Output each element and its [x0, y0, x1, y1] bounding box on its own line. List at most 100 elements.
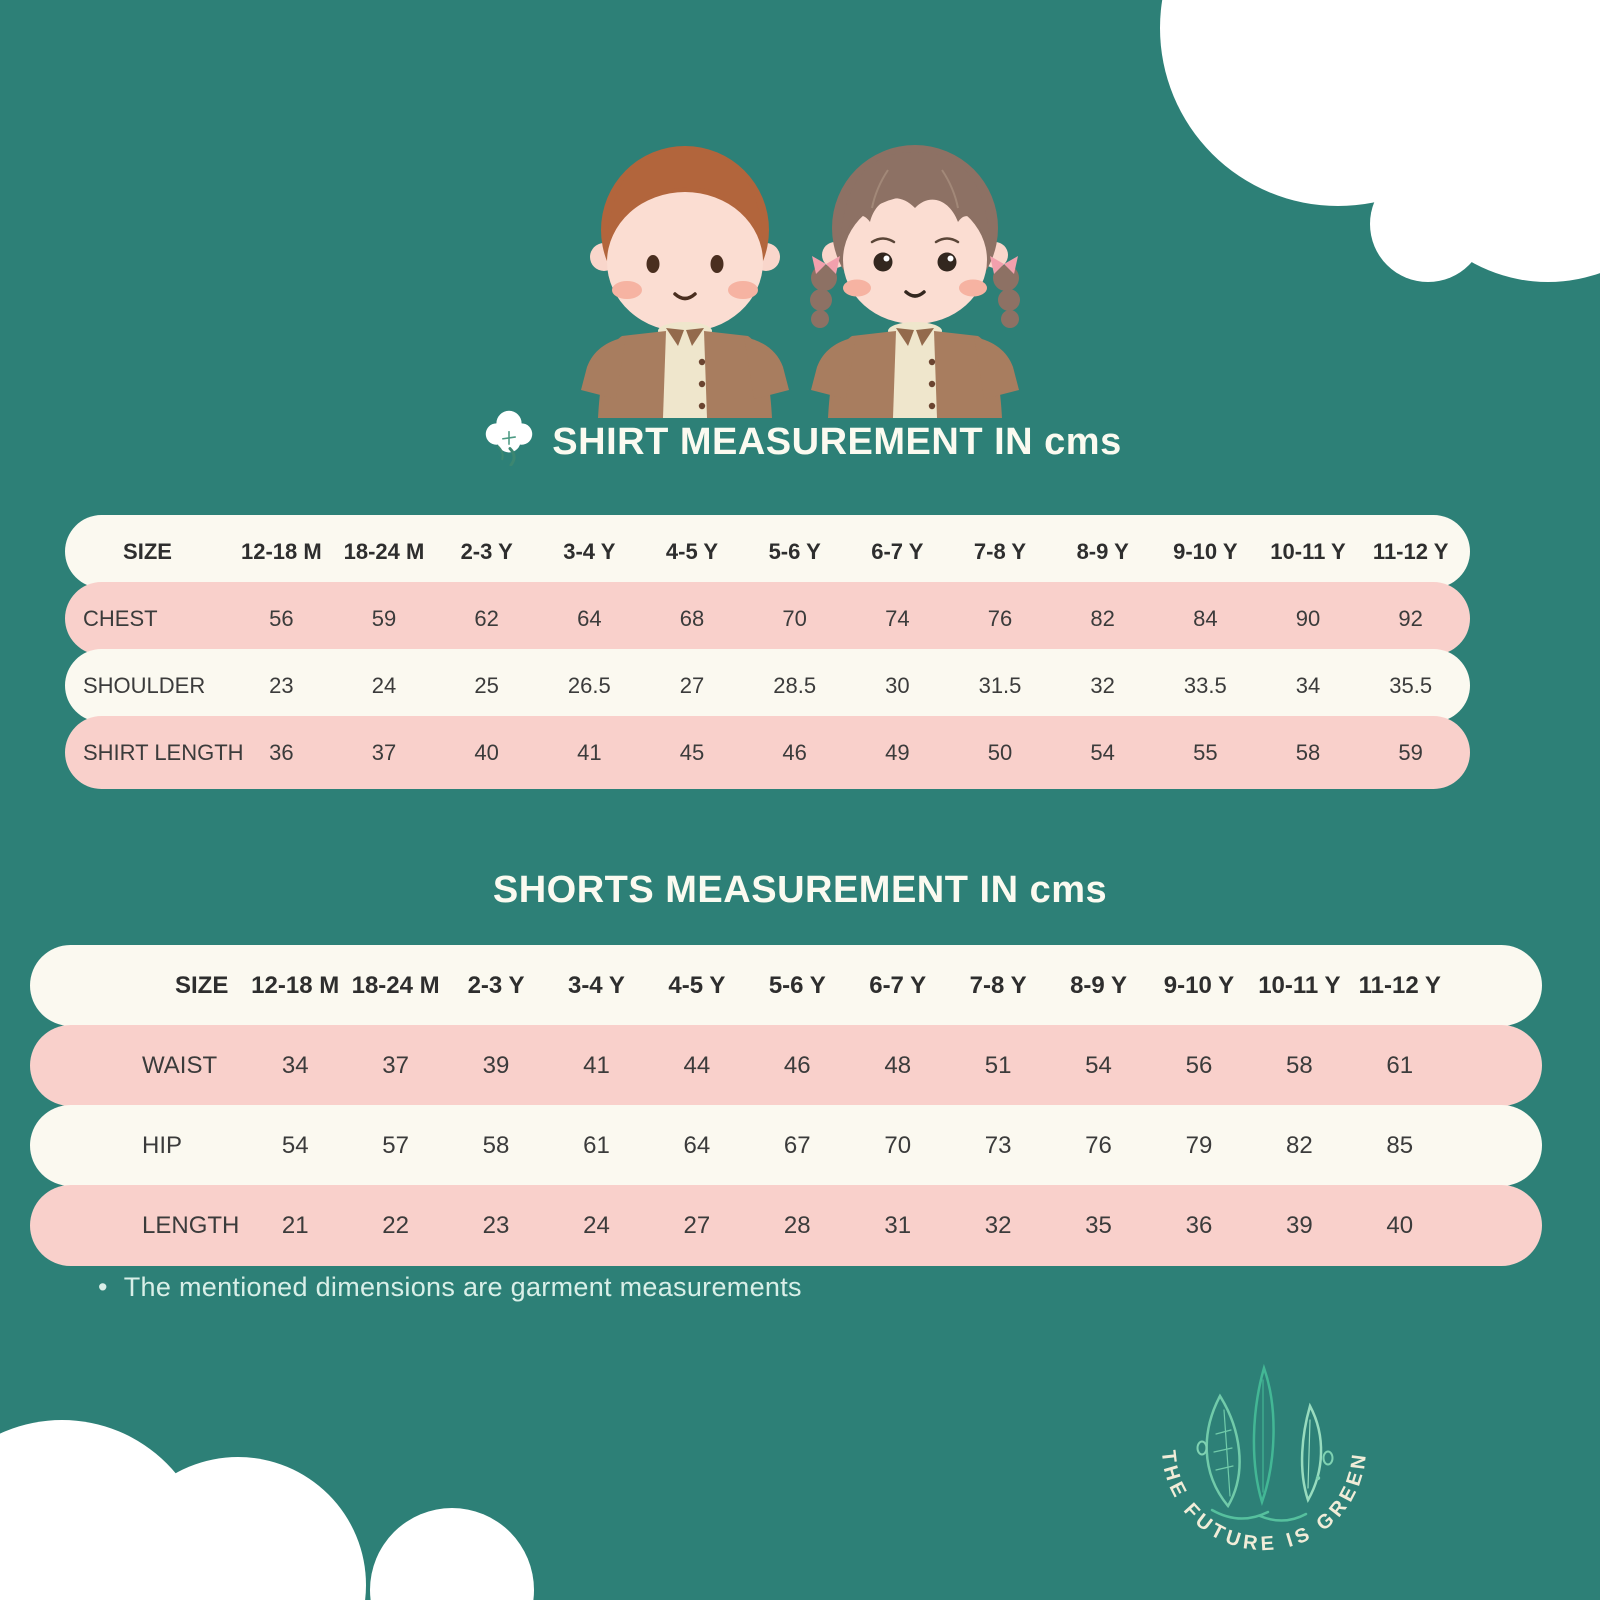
value-cell: 44	[683, 1051, 711, 1079]
column-header-cell: 6-7 Y	[871, 538, 924, 564]
brand-logo-text: THE FUTURE IS GREEN	[1157, 1449, 1367, 1555]
shirt-section-title: SHIRT MEASUREMENT IN cms	[0, 410, 1600, 466]
size-header-cell: SIZE	[175, 971, 229, 999]
table-row: CHEST 56 59 62 64 68 70 74 76 82 84 90 92	[65, 582, 1470, 655]
value-cell: 27	[683, 1211, 711, 1239]
value-cell: 22	[382, 1211, 409, 1239]
value-cell: 58	[482, 1131, 510, 1159]
value-cell: 74	[885, 605, 910, 631]
value-cell: 70	[782, 605, 807, 631]
size-header-cell: SIZE	[123, 538, 172, 564]
garment-note: • The mentioned dimensions are garment m…	[98, 1272, 802, 1303]
value-cell: 41	[583, 1051, 610, 1079]
shorts-section-title: SHORTS MEASUREMENT IN cms	[0, 869, 1600, 912]
kids-illustration	[581, 145, 1020, 418]
value-cell: 82	[1090, 605, 1115, 631]
girl-braid-left	[810, 256, 840, 328]
value-cell: 32	[984, 1211, 1012, 1239]
column-header-cell: 18-24 M	[343, 538, 425, 564]
value-cell: 39	[1286, 1211, 1313, 1239]
value-cell: 59	[1398, 739, 1423, 765]
column-header-cell: 8-9 Y	[1076, 538, 1129, 564]
table-row: SHOULDER 23 24 25 26.5 27 28.5 30 31.5 32 33.5 34 35…	[65, 649, 1470, 722]
value-cell: 34	[281, 1051, 309, 1079]
row-label-cell: CHEST	[83, 605, 158, 631]
value-cell: 39	[482, 1051, 510, 1079]
value-cell: 40	[474, 739, 499, 765]
column-header-cell: 10-11 Y	[1270, 538, 1346, 564]
value-cell: 33.5	[1183, 672, 1227, 698]
value-cell: 61	[1386, 1051, 1414, 1079]
value-cell: 92	[1398, 605, 1423, 631]
value-cell: 73	[984, 1131, 1012, 1159]
value-cell: 51	[984, 1051, 1012, 1079]
value-cell: 56	[1185, 1051, 1213, 1079]
value-cell: 70	[884, 1131, 912, 1159]
value-cell: 23	[269, 672, 294, 698]
svg-text:THE FUTURE IS GREEN: THE FUTURE IS GREEN	[1157, 1449, 1372, 1555]
row-label-cell: HIP	[142, 1131, 183, 1159]
value-cell: 61	[583, 1131, 610, 1159]
value-cell: 24	[371, 672, 397, 698]
column-header-cell: 4-5 Y	[665, 538, 719, 564]
value-cell: 59	[371, 605, 397, 631]
value-cell: 25	[474, 672, 499, 698]
boy-illustration	[581, 146, 789, 418]
row-label-cell: SHIRT LENGTH	[83, 739, 244, 765]
table-header-row: SIZE 12-18 M 18-24 M 2-3 Y 3-4 Y 4-5 Y 5-6 Y 6-…	[30, 945, 1542, 1026]
value-cell: 26.5	[567, 672, 611, 698]
value-cell: 24	[583, 1211, 610, 1239]
value-cell: 31	[884, 1211, 912, 1239]
column-header-cell: 2-3 Y	[467, 971, 525, 999]
brand-logo: THE FUTURE IS GREEN	[1157, 1363, 1372, 1555]
column-header-cell: 4-5 Y	[668, 971, 726, 999]
value-cell: 76	[1085, 1131, 1112, 1159]
column-header-cell: 9-10 Y	[1163, 971, 1235, 999]
value-cell: 84	[1193, 605, 1218, 631]
column-header-cell: 12-18 M	[240, 538, 322, 564]
table-row: HIP 54 57 58 61 64 67 70 73 76 79 82 85	[30, 1105, 1542, 1186]
value-cell: 36	[269, 739, 294, 765]
shorts-title-text: SHORTS MEASUREMENT IN cms	[492, 869, 1108, 911]
value-cell: 27	[679, 672, 705, 698]
value-cell: 62	[474, 605, 499, 631]
value-cell: 40	[1386, 1211, 1414, 1239]
column-header-cell: 3-4 Y	[567, 971, 625, 999]
value-cell: 28	[783, 1211, 811, 1239]
cloud-bottom-left	[0, 1420, 534, 1600]
value-cell: 37	[382, 1051, 409, 1079]
table-row: LENGTH 21 22 23 24 27 28 31 32 35 36 39 40	[30, 1185, 1542, 1266]
value-cell: 32	[1090, 672, 1115, 698]
value-cell: 54	[1085, 1051, 1112, 1079]
table-header-row: SIZE 12-18 M 18-24 M 2-3 Y 3-4 Y 4-5 Y 5-6 Y 6-…	[65, 515, 1470, 588]
value-cell: 23	[482, 1211, 510, 1239]
value-cell: 36	[1185, 1211, 1213, 1239]
column-header-cell: 7-8 Y	[973, 538, 1027, 564]
row-label-cell: LENGTH	[142, 1211, 240, 1239]
column-header-cell: 5-6 Y	[768, 538, 821, 564]
column-header-cell: 6-7 Y	[869, 971, 927, 999]
value-cell: 58	[1295, 739, 1321, 765]
value-cell: 45	[679, 739, 705, 765]
table-row: WAIST 34 37 39 41 44 46 48 51 54 56 58 61	[30, 1025, 1542, 1106]
value-cell: 85	[1386, 1131, 1414, 1159]
column-header-cell: 2-3 Y	[460, 538, 513, 564]
value-cell: 57	[382, 1131, 409, 1159]
column-header-cell: 7-8 Y	[969, 971, 1027, 999]
shirt-title-text: SHIRT MEASUREMENT IN cms	[552, 420, 1122, 463]
column-header-cell: 3-4 Y	[563, 538, 616, 564]
value-cell: 49	[885, 739, 910, 765]
value-cell: 50	[987, 739, 1013, 765]
column-header-cell: 18-24 M	[351, 971, 440, 999]
column-header-cell: 8-9 Y	[1070, 971, 1127, 999]
value-cell: 64	[577, 605, 602, 631]
value-cell: 46	[782, 739, 807, 765]
row-label-cell: SHOULDER	[83, 672, 206, 698]
column-header-cell: 5-6 Y	[768, 971, 826, 999]
value-cell: 90	[1295, 605, 1321, 631]
value-cell: 68	[679, 605, 705, 631]
column-header-cell: 10-11 Y	[1258, 971, 1341, 999]
table-row: SHIRT LENGTH 36 37 40 41 45 46 49 50 54 55 58 59	[65, 716, 1470, 789]
column-header-cell: 11-12 Y	[1372, 538, 1449, 564]
value-cell: 28.5	[773, 672, 817, 698]
